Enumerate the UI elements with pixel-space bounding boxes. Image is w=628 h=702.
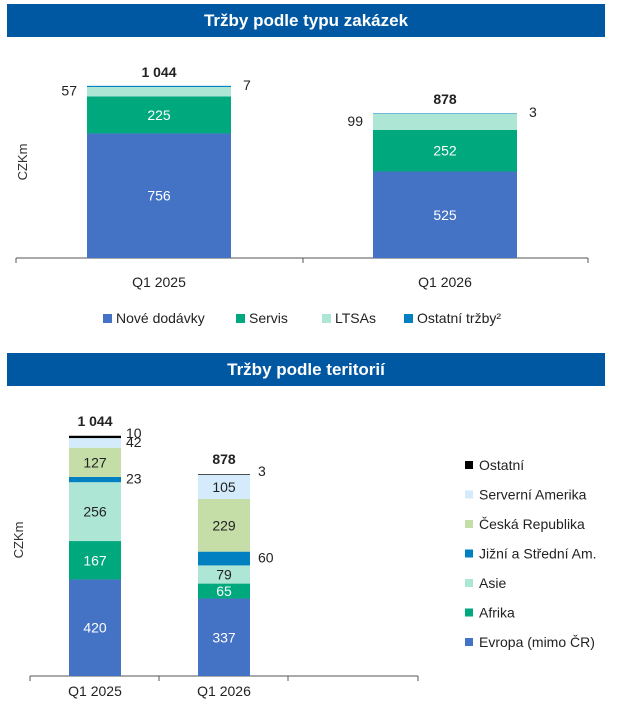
- bar-1-segment-3: [69, 482, 121, 542]
- bar-2-segment-1: [373, 171, 517, 258]
- legend-swatch-3: [322, 314, 331, 323]
- legend-swatch-2: [465, 608, 473, 617]
- data-label-1-4: 23: [126, 471, 142, 487]
- bar-2-segment-3: [373, 113, 517, 130]
- bar-1-segment-4: [87, 85, 231, 87]
- x-tick-label-2: Q1 2026: [197, 683, 251, 699]
- bar-2-segment-1: [198, 598, 250, 676]
- legend-swatch-6: [465, 490, 473, 499]
- legend-swatch-1: [103, 314, 112, 323]
- data-label-1-3: 256: [83, 504, 107, 520]
- bar-2-segment-6: [198, 474, 250, 499]
- legend-label-4: Ostatní tržby²: [417, 310, 501, 326]
- data-label-2-4: 60: [258, 550, 274, 566]
- legend-label-6: Serverní Amerika: [479, 487, 587, 503]
- total-label-1: 1 044: [77, 413, 112, 429]
- legend-label-1: Evropa (mimo ČR): [479, 634, 595, 650]
- legend-swatch-4: [404, 314, 413, 323]
- legend-label-2: Servis: [249, 310, 288, 326]
- legend-swatch-7: [465, 461, 473, 469]
- data-label-2-6: 105: [212, 479, 236, 495]
- bar-2-segment-2: [198, 583, 250, 599]
- y-axis-label: CZKm: [15, 144, 30, 181]
- legend-swatch-3: [465, 579, 473, 587]
- legend-swatch-5: [465, 520, 473, 528]
- bar-2-segment-3: [198, 565, 250, 584]
- data-label-2-4: 3: [529, 104, 537, 120]
- x-tick-label-2: Q1 2026: [418, 274, 472, 290]
- data-label-2-7: 3: [258, 463, 266, 479]
- bar-1-segment-3: [87, 86, 231, 97]
- legend-label-3: LTSAs: [335, 310, 376, 326]
- data-label-1-2: 225: [147, 107, 171, 123]
- data-label-1-2: 167: [83, 552, 107, 568]
- total-label-2: 878: [433, 91, 457, 107]
- chart-1-title: Tržby podle typu zakázek: [203, 10, 409, 30]
- x-tick-label-1: Q1 2025: [68, 683, 122, 699]
- total-label-2: 878: [212, 451, 236, 467]
- data-label-2-2: 252: [433, 143, 457, 159]
- data-label-2-2: 65: [216, 583, 232, 599]
- legend-swatch-4: [465, 549, 473, 558]
- data-label-1-3: 57: [61, 83, 77, 99]
- legend-label-7: Ostatní: [479, 457, 524, 473]
- bar-1-segment-7: [69, 435, 121, 439]
- bar-2-segment-4: [198, 551, 250, 566]
- bar-1-segment-2: [87, 96, 231, 134]
- data-label-2-3: 99: [347, 113, 363, 129]
- data-label-1-6: 42: [126, 434, 142, 450]
- legend-label-3: Asie: [479, 575, 506, 591]
- legend-swatch-1: [465, 638, 473, 646]
- data-label-2-3: 79: [216, 567, 232, 583]
- bar-1-segment-6: [69, 438, 121, 448]
- data-label-1-5: 127: [83, 454, 107, 470]
- legend-label-1: Nové dodávky: [116, 310, 205, 326]
- data-label-1-7: 10: [126, 425, 142, 441]
- data-label-2-1: 525: [433, 207, 457, 223]
- chart-2-title-banner: Tržby podle teritorií: [7, 353, 605, 386]
- bar-2-segment-5: [198, 498, 250, 552]
- legend-swatch-2: [236, 314, 245, 323]
- bar-1-segment-1: [87, 133, 231, 258]
- x-tick-label-1: Q1 2025: [132, 274, 186, 290]
- bar-1-segment-5: [69, 447, 121, 477]
- chart-1-title-banner: Tržby podle typu zakázek: [7, 4, 605, 37]
- legend-label-5: Česká Republika: [479, 516, 585, 532]
- data-label-2-1: 337: [212, 629, 236, 645]
- data-label-1-1: 420: [83, 620, 107, 636]
- legend-label-4: Jižní a Střední Am.: [479, 546, 597, 562]
- bar-2-segment-7: [198, 474, 250, 475]
- legend-label-2: Afrika: [479, 605, 515, 621]
- chart-2-title: Tržby podle teritorií: [227, 359, 385, 379]
- bar-1-segment-2: [69, 541, 121, 580]
- total-label-1: 1 044: [141, 64, 176, 80]
- bar-2-segment-2: [373, 129, 517, 172]
- y-axis-label: CZKm: [11, 522, 26, 559]
- bar-1-segment-4: [69, 476, 121, 483]
- data-label-2-5: 229: [212, 517, 236, 533]
- bar-1-segment-1: [69, 579, 121, 676]
- data-label-1-4: 7: [243, 77, 251, 93]
- data-label-1-1: 756: [147, 188, 171, 204]
